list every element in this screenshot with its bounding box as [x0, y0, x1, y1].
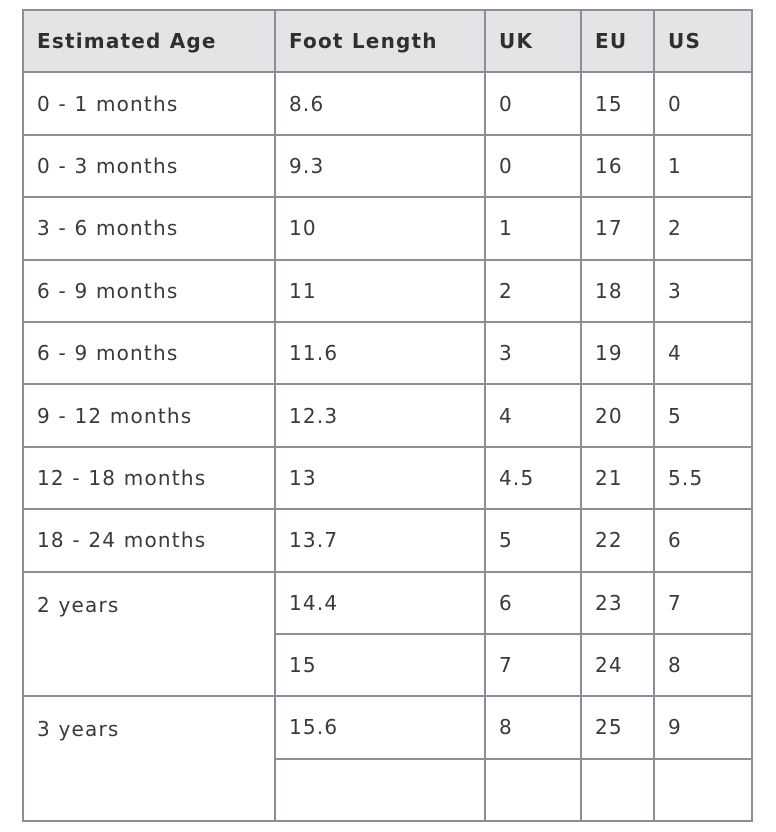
cell-us: 8 — [653, 632, 753, 698]
cell-foot-length: 12.3 — [274, 383, 486, 448]
cell-us: 4 — [653, 320, 753, 386]
cell-us: 6 — [653, 508, 753, 573]
table-row: 12 - 18 months 13 4.5 21 5.5 — [22, 445, 753, 511]
cell-foot-length: 13 — [274, 445, 486, 511]
cell-uk — [484, 757, 582, 823]
cell-uk: 3 — [484, 320, 582, 386]
cell-us: 0 — [653, 71, 753, 136]
header-uk: UK — [484, 8, 582, 74]
cell-uk: 2 — [484, 258, 582, 323]
cell-foot-length: 9.3 — [274, 133, 486, 199]
cell-eu — [580, 757, 655, 823]
header-us: US — [653, 8, 753, 74]
cell-us: 7 — [653, 570, 753, 635]
cell-eu: 16 — [580, 133, 655, 199]
cell-eu: 25 — [580, 695, 655, 760]
table-header-row: Estimated Age Foot Length UK EU US — [22, 8, 753, 74]
cell-uk: 1 — [484, 196, 582, 261]
table-row: 3 - 6 months 10 1 17 2 — [22, 196, 753, 261]
cell-eu: 22 — [580, 508, 655, 573]
cell-age: 6 - 9 months — [22, 320, 276, 386]
cell-uk: 8 — [484, 695, 582, 760]
header-eu: EU — [580, 8, 655, 74]
cell-foot-length: 14.4 — [274, 570, 486, 635]
cell-uk: 7 — [484, 632, 582, 698]
cell-eu: 21 — [580, 445, 655, 511]
cell-us: 9 — [653, 695, 753, 760]
cell-eu: 17 — [580, 196, 655, 261]
cell-foot-length: 13.7 — [274, 508, 486, 573]
cell-age: 6 - 9 months — [22, 258, 276, 323]
table-row: 2 years 14.4 6 23 7 — [22, 570, 753, 698]
cell-age: 18 - 24 months — [22, 508, 276, 573]
cell-us — [653, 757, 753, 823]
cell-eu: 19 — [580, 320, 655, 386]
table-row: 6 - 9 months 11.6 3 19 4 — [22, 320, 753, 386]
cell-uk: 5 — [484, 508, 582, 573]
cell-age: 0 - 1 months — [22, 71, 276, 136]
cell-foot-length: 15 — [274, 632, 486, 698]
cell-foot-length: 11.6 — [274, 320, 486, 386]
cell-us: 3 — [653, 258, 753, 323]
table-row: 0 - 1 months 8.6 0 15 0 — [22, 71, 753, 136]
table-row: 0 - 3 months 9.3 0 16 1 — [22, 133, 753, 199]
cell-eu: 23 — [580, 570, 655, 635]
cell-foot-length: 10 — [274, 196, 486, 261]
cell-us: 2 — [653, 196, 753, 261]
table-row: 18 - 24 months 13.7 5 22 6 — [22, 508, 753, 573]
header-foot-length: Foot Length — [274, 8, 486, 74]
table-row — [23, 757, 753, 823]
cell-foot-length: 8.6 — [274, 71, 486, 136]
cell-foot-length — [274, 757, 486, 823]
table-row: 9 - 12 months 12.3 4 20 5 — [22, 383, 753, 448]
cell-uk: 0 — [484, 133, 582, 199]
table-row: 15 7 24 8 — [23, 632, 753, 698]
header-estimated-age: Estimated Age — [22, 8, 276, 74]
cell-age: 3 years — [22, 695, 276, 823]
cell-us: 1 — [653, 133, 753, 199]
cell-us: 5 — [653, 383, 753, 448]
cell-eu: 18 — [580, 258, 655, 323]
cell-age: 9 - 12 months — [22, 383, 276, 448]
cell-eu: 20 — [580, 383, 655, 448]
cell-age: 0 - 3 months — [22, 133, 276, 199]
cell-age: 3 - 6 months — [22, 196, 276, 261]
table-row: 6 - 9 months 11 2 18 3 — [22, 258, 753, 323]
table-row: 3 years 15.6 8 25 9 — [22, 695, 753, 823]
cell-uk: 0 — [484, 71, 582, 136]
cell-age: 12 - 18 months — [22, 445, 276, 511]
cell-age: 2 years — [22, 570, 276, 698]
size-chart-container: Estimated Age Foot Length UK EU US 0 - 1… — [22, 8, 753, 823]
cell-us: 5.5 — [653, 445, 753, 511]
cell-foot-length: 15.6 — [274, 695, 486, 760]
cell-uk: 6 — [484, 570, 582, 635]
cell-foot-length: 11 — [274, 258, 486, 323]
cell-uk: 4.5 — [484, 445, 582, 511]
cell-eu: 15 — [580, 71, 655, 136]
shoe-size-table: Estimated Age Foot Length UK EU US 0 - 1… — [22, 8, 753, 823]
cell-eu: 24 — [580, 632, 655, 698]
cell-uk: 4 — [484, 383, 582, 448]
